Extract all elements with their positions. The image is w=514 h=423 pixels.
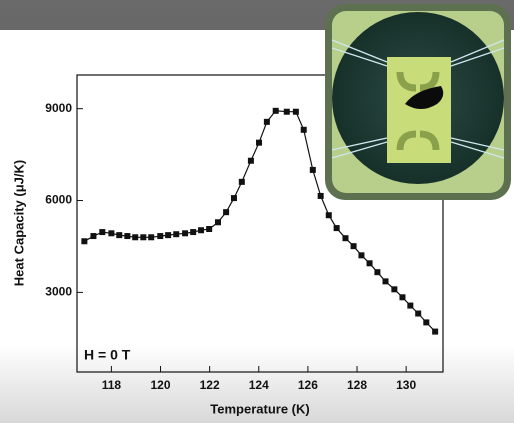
data-point [342, 235, 349, 242]
data-point [132, 234, 139, 241]
y-tick-label: 9000 [45, 101, 72, 115]
data-point [182, 230, 189, 237]
data-point [300, 126, 307, 133]
data-point [124, 233, 131, 240]
data-point [116, 232, 123, 239]
data-point [173, 231, 180, 238]
data-point [415, 310, 422, 317]
data-point [256, 139, 263, 146]
x-tick-label: 124 [249, 378, 269, 392]
y-axis-label: Heat Capacity (μJ/K) [11, 160, 26, 286]
data-point [272, 107, 279, 114]
data-point [157, 233, 164, 240]
x-tick-label: 118 [102, 378, 122, 392]
x-tick-label: 130 [396, 378, 416, 392]
data-point [399, 294, 406, 301]
data-point [90, 233, 97, 240]
data-point [317, 192, 324, 199]
data-point [206, 226, 213, 233]
data-point [223, 209, 230, 216]
data-point [99, 229, 106, 236]
data-point [190, 229, 197, 236]
x-axis-label: Temperature (K) [210, 401, 309, 416]
y-tick-label: 6000 [45, 193, 72, 207]
x-tick-label: 128 [347, 378, 367, 392]
data-point [358, 252, 365, 259]
x-tick-label: 126 [298, 378, 318, 392]
data-point [423, 319, 430, 326]
data-point [230, 195, 237, 202]
plot-frame [76, 74, 444, 373]
sample-crystal [405, 86, 444, 109]
annotation: H = 0 T [84, 347, 131, 363]
data-point [198, 227, 205, 234]
data-point [366, 260, 373, 267]
data-point [108, 230, 115, 237]
data-point [432, 328, 439, 335]
y-tick-label: 3000 [45, 285, 72, 299]
data-point [165, 232, 172, 239]
data-point [81, 238, 88, 245]
data-point [292, 108, 299, 115]
data-point [247, 157, 254, 164]
data-point [407, 302, 414, 309]
data-point [374, 269, 381, 276]
platform-pads [396, 71, 440, 151]
data-point [325, 212, 332, 219]
data-point [333, 225, 340, 232]
wires [331, 39, 505, 159]
data-point [283, 108, 290, 115]
data-point [148, 234, 155, 241]
data-point [238, 178, 245, 185]
data-point [263, 118, 270, 125]
data-point [140, 234, 147, 241]
data-point [309, 166, 316, 173]
data-point [391, 286, 398, 293]
data-point [214, 219, 221, 226]
x-tick-label: 122 [200, 378, 220, 392]
data-point [382, 278, 389, 285]
x-tick-label: 120 [151, 378, 171, 392]
inset-photo [325, 4, 511, 200]
plot: Heat Capacity (μJ/K) Temperature (K) H =… [11, 74, 444, 416]
data-point [350, 243, 357, 250]
